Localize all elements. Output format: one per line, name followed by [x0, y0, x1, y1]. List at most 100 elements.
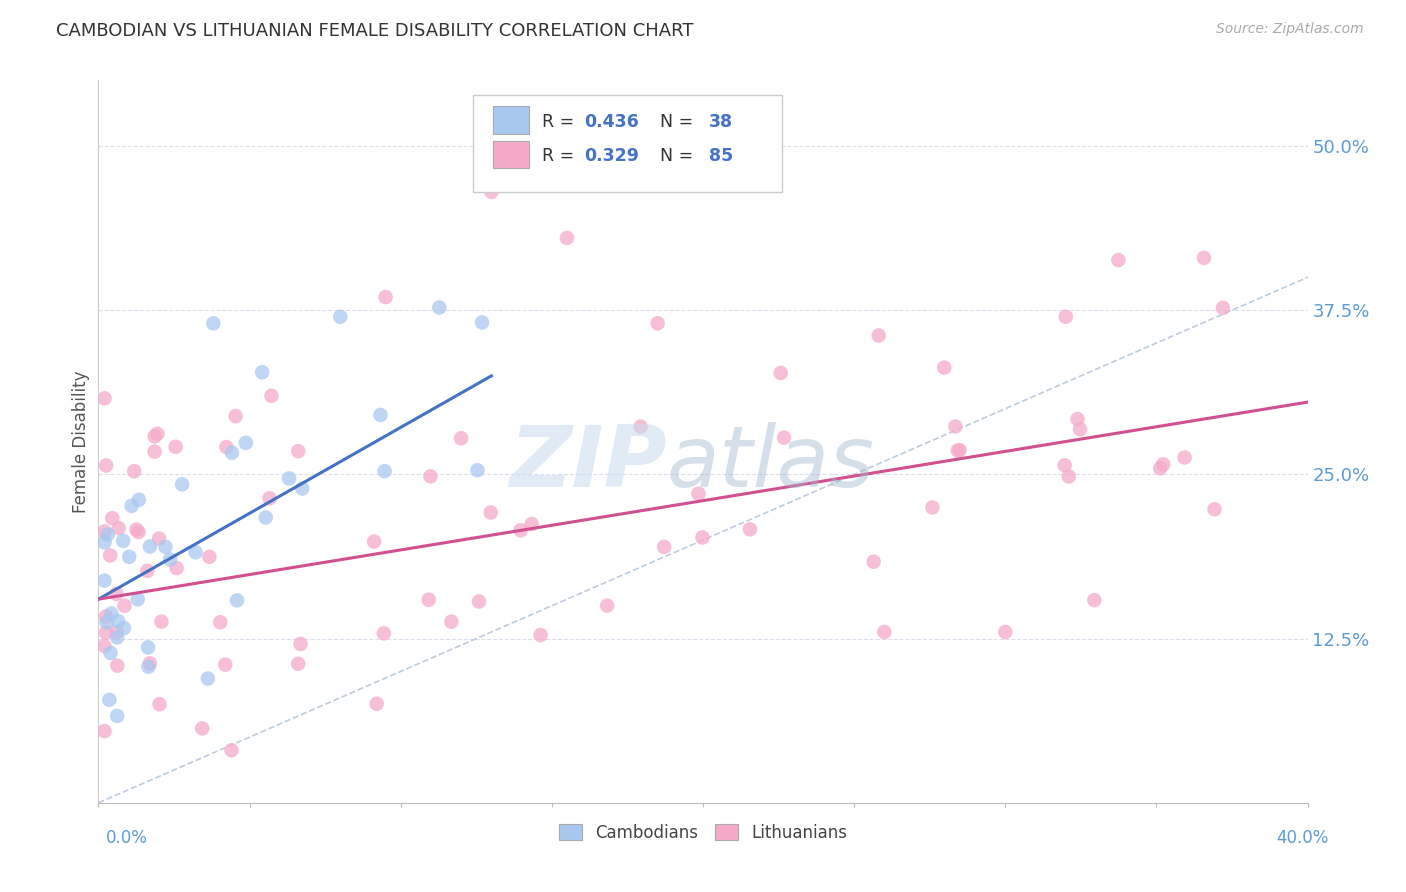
Point — [370, 408, 392, 422]
Point — [105, 587, 128, 601]
Point — [520, 516, 543, 531]
Point — [479, 506, 502, 520]
Point — [260, 389, 283, 403]
Point — [647, 316, 669, 330]
Point — [105, 658, 128, 673]
Point — [235, 435, 257, 450]
Point — [868, 328, 890, 343]
Point — [94, 609, 117, 624]
Point — [509, 524, 531, 538]
Point — [101, 511, 124, 525]
Point — [98, 549, 121, 563]
Point — [148, 697, 170, 711]
Point — [419, 469, 441, 483]
Point — [946, 443, 969, 458]
Point — [221, 446, 243, 460]
Point — [373, 626, 395, 640]
Point — [155, 540, 177, 554]
Point — [97, 527, 120, 541]
Point — [172, 477, 194, 491]
Point — [136, 640, 159, 655]
Point — [214, 657, 236, 672]
Text: R =: R = — [543, 147, 579, 165]
Text: 38: 38 — [709, 113, 733, 131]
Point — [1174, 450, 1197, 465]
Point — [112, 621, 135, 635]
Point — [198, 549, 221, 564]
Point — [96, 615, 118, 630]
Text: R =: R = — [543, 113, 579, 131]
FancyBboxPatch shape — [474, 95, 782, 193]
Point — [1204, 502, 1226, 516]
Point — [1212, 301, 1234, 315]
Point — [329, 310, 352, 324]
Point — [93, 524, 115, 539]
Point — [1192, 251, 1215, 265]
Point — [139, 657, 162, 671]
Point — [1066, 412, 1088, 426]
Point — [105, 625, 128, 640]
Point — [215, 440, 238, 454]
Point — [139, 540, 162, 554]
Point — [93, 724, 115, 739]
Point — [934, 360, 956, 375]
Text: N =: N = — [648, 147, 699, 165]
Point — [107, 614, 129, 628]
Point — [287, 657, 309, 671]
Point — [127, 592, 149, 607]
Point — [114, 599, 136, 613]
Point — [1057, 469, 1080, 483]
Point — [112, 533, 135, 548]
Point — [184, 545, 207, 559]
Point — [471, 316, 494, 330]
Point — [105, 631, 128, 645]
Point — [146, 426, 169, 441]
Text: 0.0%: 0.0% — [105, 829, 148, 847]
Point — [692, 531, 714, 545]
Point — [128, 524, 150, 539]
Point — [468, 594, 491, 608]
Point — [148, 532, 170, 546]
Point — [943, 419, 966, 434]
Point — [481, 185, 503, 199]
FancyBboxPatch shape — [492, 106, 529, 134]
Point — [1083, 593, 1105, 607]
Point — [1069, 422, 1091, 436]
Point — [93, 574, 115, 588]
Point — [1054, 310, 1077, 324]
Point — [467, 463, 489, 477]
Point — [440, 615, 463, 629]
Point — [374, 464, 396, 478]
Text: 0.329: 0.329 — [585, 147, 640, 165]
Point — [427, 301, 450, 315]
Point — [93, 639, 115, 653]
Point — [225, 409, 247, 424]
FancyBboxPatch shape — [492, 141, 529, 169]
Text: 0.436: 0.436 — [585, 113, 640, 131]
Text: N =: N = — [648, 113, 699, 131]
Point — [121, 499, 143, 513]
Point — [159, 552, 181, 566]
Point — [94, 625, 117, 640]
Point — [93, 392, 115, 406]
Point — [291, 482, 314, 496]
Point — [450, 431, 472, 445]
Point — [287, 444, 309, 458]
Point — [165, 440, 187, 454]
Point — [921, 500, 943, 515]
Point — [1149, 461, 1171, 475]
Point — [197, 672, 219, 686]
Point — [100, 607, 122, 621]
Point — [122, 464, 145, 478]
Point — [143, 444, 166, 458]
Point — [128, 492, 150, 507]
Point — [530, 628, 553, 642]
Point — [366, 697, 388, 711]
Point — [105, 709, 128, 723]
Point — [994, 625, 1017, 640]
Point — [221, 743, 243, 757]
Point — [254, 510, 277, 524]
Point — [150, 615, 173, 629]
Point — [949, 443, 972, 458]
Point — [769, 366, 792, 380]
